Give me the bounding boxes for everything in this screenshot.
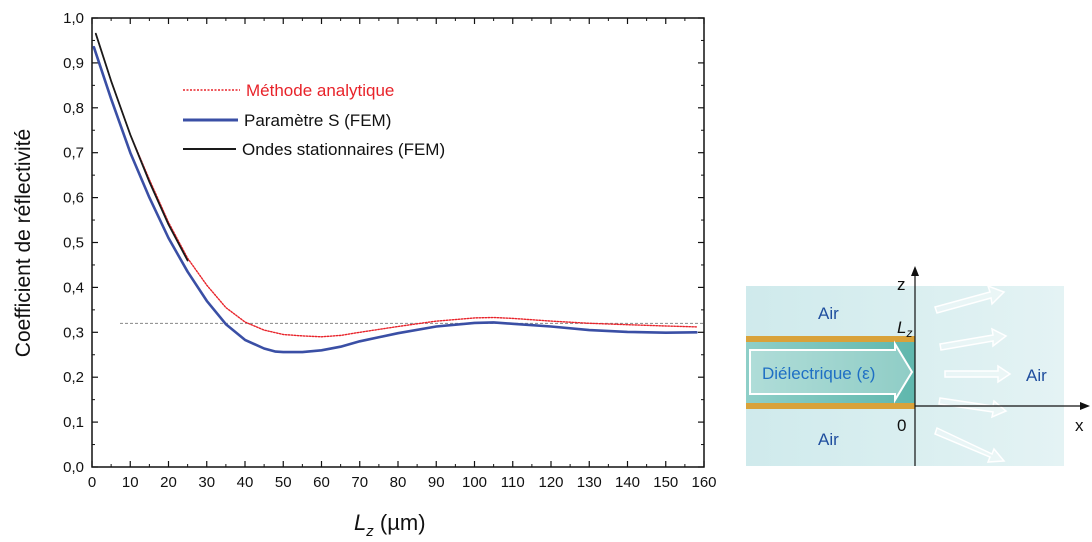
- x-tick-label: 120: [538, 474, 563, 491]
- radiated-arrow-4: [938, 397, 1008, 419]
- series-line-2: [94, 32, 189, 262]
- x-axis-arrowhead: [1080, 402, 1090, 410]
- x-tick-label: 90: [428, 474, 445, 491]
- z-axis-arrowhead: [911, 266, 919, 276]
- y-tick-label: 0,6: [63, 190, 84, 207]
- z-axis-label: z: [897, 275, 906, 294]
- x-tick-label: 110: [501, 474, 525, 491]
- legend-label-ondes: Ondes stationnaires (FEM): [242, 140, 445, 159]
- x-tick-label: 160: [691, 474, 716, 491]
- y-tick-label: 0,5: [63, 235, 84, 252]
- gold-layer-top: [746, 336, 915, 342]
- legend-label-parametre-s: Paramètre S (FEM): [244, 111, 391, 130]
- air-bottom-left-label: Air: [818, 430, 839, 449]
- dielectric-label: Diélectrique (ε): [762, 364, 875, 383]
- legend-label-analytique: Méthode analytique: [246, 81, 394, 100]
- x-tick-label: 20: [160, 474, 177, 491]
- radiated-arrow-2: [939, 327, 1008, 351]
- gold-layer-bottom: [746, 403, 915, 409]
- y-tick-label: 0,8: [63, 100, 84, 117]
- radiated-arrow-3: [944, 364, 1012, 384]
- y-tick-label: 0,9: [63, 55, 84, 72]
- air-top-left-label: Air: [818, 304, 839, 323]
- axis-tick-labels: 0 10 20 30 40 50 60 70 80 90 100 110 120 130 140 150 160…: [63, 10, 716, 491]
- x-tick-label: 10: [122, 474, 139, 491]
- x-axis-title: Lz (µm): [354, 510, 426, 540]
- y-tick-label: 0,1: [63, 414, 84, 431]
- lz-label: Lz: [897, 318, 912, 340]
- x-tick-label: 0: [88, 474, 96, 491]
- propagation-arrow: [749, 340, 914, 404]
- x-tick-label: 140: [615, 474, 640, 491]
- series-layer: [92, 32, 698, 354]
- y-tick-label: 0,0: [63, 459, 84, 476]
- radiated-arrow-1: [934, 284, 1006, 314]
- y-axis-title: Coefficient de réflectivité: [12, 129, 35, 357]
- radiated-arrow-5: [934, 426, 1006, 463]
- x-tick-label: 60: [313, 474, 330, 491]
- y-tick-label: 0,7: [63, 145, 84, 162]
- series-line-1: [92, 45, 698, 354]
- series-line-0: [95, 33, 698, 338]
- radiated-arrows: [934, 284, 1012, 463]
- x-tick-label: 100: [462, 474, 487, 491]
- origin-label: 0: [897, 416, 906, 435]
- x-tick-label: 50: [275, 474, 292, 491]
- x-tick-label: 70: [351, 474, 368, 491]
- x-axis-label: x: [1075, 416, 1084, 435]
- x-tick-label: 80: [390, 474, 407, 491]
- x-tick-label: 30: [198, 474, 215, 491]
- x-tick-label: 150: [653, 474, 678, 491]
- y-tick-label: 1,0: [63, 10, 84, 27]
- x-tick-label: 130: [577, 474, 602, 491]
- air-right-label: Air: [1026, 366, 1047, 385]
- y-tick-label: 0,3: [63, 324, 84, 341]
- y-tick-label: 0,4: [63, 279, 84, 296]
- legend: Méthode analytique Paramètre S (FEM) Ond…: [183, 81, 445, 159]
- dielectric-core: [746, 342, 915, 403]
- x-tick-label: 40: [237, 474, 254, 491]
- y-tick-label: 0,2: [63, 369, 84, 386]
- axis-ticks: [91, 17, 705, 468]
